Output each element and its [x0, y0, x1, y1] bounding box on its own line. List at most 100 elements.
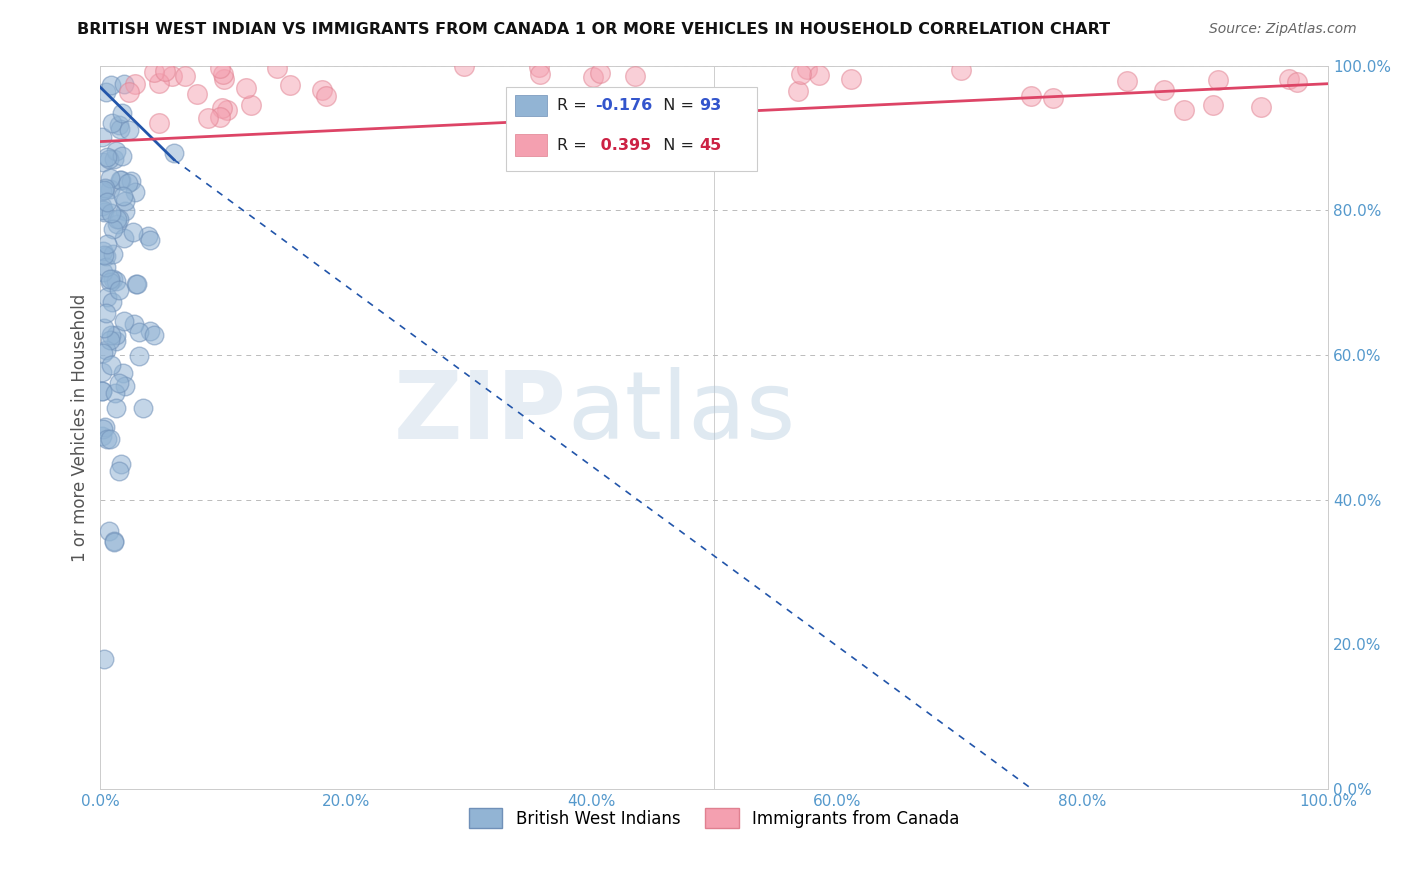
Point: [100, 206, 122, 220]
Point: [104, 401, 127, 415]
Point: [239, 98, 262, 112]
Point: [93, 203, 115, 218]
Point: [108, 464, 131, 478]
Point: [98, 333, 121, 347]
Point: [1202, 98, 1225, 112]
Point: [98, 275, 121, 289]
Text: -0.176: -0.176: [595, 98, 652, 113]
Point: [1250, 99, 1272, 113]
Point: [132, 401, 155, 416]
Point: [94, 420, 117, 434]
Point: [93, 180, 115, 194]
Point: [108, 173, 131, 187]
Point: [100, 78, 122, 92]
Point: [91, 265, 114, 279]
Point: [91, 346, 114, 360]
Point: [209, 110, 232, 124]
Point: [787, 85, 810, 99]
Point: [94, 85, 117, 99]
Point: [121, 226, 143, 240]
Point: [582, 70, 605, 85]
Point: [94, 249, 117, 263]
Point: [278, 78, 301, 93]
Point: [211, 101, 233, 115]
Point: [96, 236, 118, 251]
Point: [1019, 88, 1042, 103]
Point: [107, 212, 129, 227]
Point: [266, 61, 288, 75]
Point: [100, 432, 122, 446]
Point: [114, 194, 136, 208]
Point: [160, 69, 183, 83]
Point: [790, 67, 813, 81]
Point: [100, 294, 122, 309]
Point: [91, 365, 114, 379]
Bar: [516, 95, 547, 116]
Point: [103, 534, 125, 549]
Point: [529, 60, 551, 74]
Text: N =: N =: [652, 137, 699, 153]
Point: [114, 379, 136, 393]
Point: [98, 171, 121, 186]
Point: [93, 205, 115, 219]
Point: [186, 87, 208, 101]
Point: [807, 68, 830, 82]
Point: [212, 72, 235, 87]
Point: [100, 116, 122, 130]
Point: [311, 83, 333, 97]
Text: atlas: atlas: [567, 367, 796, 459]
Point: [100, 328, 122, 343]
Text: BRITISH WEST INDIAN VS IMMIGRANTS FROM CANADA 1 OR MORE VEHICLES IN HOUSEHOLD CO: BRITISH WEST INDIAN VS IMMIGRANTS FROM C…: [77, 22, 1111, 37]
Point: [153, 63, 176, 78]
Point: [98, 182, 121, 196]
Point: [211, 67, 233, 81]
Point: [103, 152, 125, 166]
Point: [125, 277, 148, 291]
Point: [1206, 72, 1229, 87]
Point: [569, 113, 592, 128]
Point: [96, 343, 118, 358]
Point: [94, 260, 117, 275]
Point: [104, 334, 127, 348]
Point: [91, 422, 114, 436]
Point: [1153, 83, 1175, 97]
Point: [217, 103, 239, 117]
Point: [93, 320, 115, 334]
Point: [101, 221, 124, 235]
Point: [122, 317, 145, 331]
Point: [529, 67, 551, 81]
Point: [112, 314, 135, 328]
Text: R =: R =: [557, 98, 592, 113]
Point: [96, 150, 118, 164]
Point: [110, 457, 132, 471]
Point: [90, 429, 112, 443]
Legend: British West Indians, Immigrants from Canada: British West Indians, Immigrants from Ca…: [463, 802, 966, 835]
Bar: [516, 135, 547, 156]
Point: [148, 116, 170, 130]
Point: [138, 233, 160, 247]
Point: [96, 432, 118, 446]
Point: [315, 89, 337, 103]
Point: [100, 359, 122, 373]
Point: [90, 185, 112, 199]
Point: [107, 376, 129, 390]
Point: [91, 244, 114, 258]
Point: [1277, 71, 1299, 86]
Point: [111, 188, 134, 202]
Point: [100, 272, 122, 286]
Point: [108, 118, 131, 132]
Point: [107, 211, 129, 226]
Point: [93, 183, 115, 197]
Text: R =: R =: [557, 137, 592, 153]
Point: [118, 85, 141, 99]
Point: [90, 199, 112, 213]
Y-axis label: 1 or more Vehicles in Household: 1 or more Vehicles in Household: [72, 293, 89, 562]
Point: [1042, 91, 1064, 105]
Point: [208, 62, 231, 76]
Point: [91, 130, 114, 145]
Point: [101, 247, 124, 261]
Point: [93, 248, 115, 262]
Point: [112, 366, 135, 380]
Point: [839, 71, 862, 86]
Text: Source: ZipAtlas.com: Source: ZipAtlas.com: [1209, 22, 1357, 37]
